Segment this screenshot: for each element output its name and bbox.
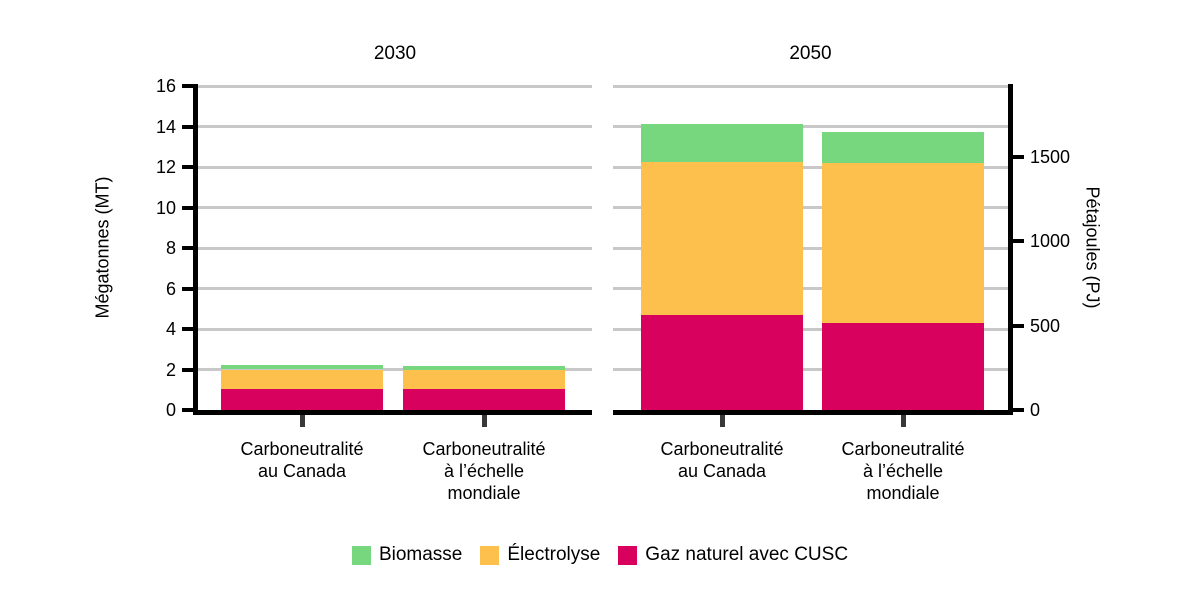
legend-item-biomasse: Biomasse — [351, 544, 463, 566]
y-tick-right — [1013, 323, 1024, 328]
category-label: Carboneutralité au Canada — [240, 439, 364, 481]
y-tick-label-left: 12 — [155, 157, 176, 177]
legend-swatch-electrolyse — [480, 545, 500, 565]
bar-segment-electrolyse — [641, 161, 803, 315]
category-label: Carboneutralité au Canada — [660, 439, 784, 481]
y-tick-label-left: 6 — [165, 278, 176, 299]
legend-item-electrolyse: Électrolyse — [480, 544, 600, 566]
x-tick — [299, 415, 305, 427]
gridline — [198, 287, 592, 290]
y-axis-line-left — [193, 84, 198, 415]
bar-segment-gaz-naturel-avec-cusc — [822, 322, 984, 410]
gridline — [198, 206, 592, 209]
y-tick-label-left: 16 — [155, 76, 176, 96]
category-label: Carboneutralité à l’échelle mondiale — [841, 439, 965, 503]
x-tick — [481, 415, 487, 427]
y-tick-left — [182, 286, 193, 291]
gridline — [613, 287, 1008, 290]
y-tick-label-left: 10 — [155, 197, 176, 218]
y-tick-label-left: 0 — [165, 400, 176, 420]
panel-title-2030: 2030 — [373, 43, 417, 64]
bar-segment-gaz-naturel-avec-cusc — [641, 314, 803, 410]
legend-label: Gaz naturel avec CUSC — [645, 544, 849, 565]
legend-swatch-gaz-naturel-avec-cusc — [618, 545, 638, 565]
x-tick — [719, 415, 725, 427]
y-tick-left — [182, 124, 193, 129]
gridline — [198, 125, 592, 128]
y-tick-right — [1013, 154, 1024, 159]
gridline — [613, 125, 1008, 128]
bar-segment-biomasse — [403, 366, 565, 370]
x-tick — [900, 415, 906, 427]
category-label: Carboneutralité à l’échelle mondiale — [422, 439, 546, 503]
y-axis-line-right — [1008, 84, 1013, 415]
legend: Biomasse Électrolyse Gaz naturel avec CUSC — [0, 544, 1200, 566]
gridline — [613, 165, 1008, 169]
bar-segment-electrolyse — [221, 369, 383, 389]
right-axis-title: Pétajoules (PJ) — [1082, 186, 1103, 309]
y-tick-right — [1013, 408, 1024, 412]
y-tick-left — [182, 84, 193, 88]
bar-segment-gaz-naturel-avec-cusc — [403, 388, 565, 410]
gridline — [198, 84, 592, 88]
gridline — [613, 246, 1008, 250]
legend-label: Électrolyse — [507, 544, 601, 565]
y-tick-label-right: 1500 — [1030, 146, 1071, 167]
gridline — [198, 368, 592, 371]
x-axis-line — [193, 410, 592, 415]
gridline — [613, 327, 1008, 331]
y-tick-label-right: 1000 — [1030, 231, 1071, 252]
bar-segment-electrolyse — [822, 162, 984, 323]
gridline — [198, 165, 592, 169]
y-tick-label-left: 2 — [165, 359, 176, 380]
gridline — [613, 206, 1008, 209]
y-tick-left — [182, 408, 193, 412]
left-axis-title: Mégatonnes (MT) — [92, 176, 113, 319]
y-tick-left — [182, 205, 193, 210]
bar-segment-biomasse — [822, 131, 984, 163]
y-tick-label-left: 4 — [165, 319, 176, 339]
y-tick-label-right: 500 — [1030, 315, 1061, 336]
y-tick-right — [1013, 239, 1024, 244]
panel-title-2050: 2050 — [789, 43, 832, 64]
y-tick-label-right: 0 — [1030, 400, 1041, 420]
x-axis-line — [613, 410, 1013, 415]
legend-label: Biomasse — [378, 544, 463, 565]
bar-segment-gaz-naturel-avec-cusc — [221, 388, 383, 410]
gridline — [613, 84, 1008, 88]
gridline — [198, 246, 592, 250]
legend-swatch-biomasse — [351, 545, 371, 565]
y-tick-left — [182, 165, 193, 169]
bar-segment-biomasse — [221, 365, 383, 370]
y-tick-left — [182, 367, 193, 372]
bar-segment-electrolyse — [403, 369, 565, 389]
y-tick-label-left: 14 — [155, 116, 176, 137]
legend-item-gaz-naturel-avec-cusc: Gaz naturel avec CUSC — [618, 544, 848, 566]
gridline — [613, 368, 1008, 371]
bar-segment-biomasse — [641, 124, 803, 162]
y-tick-left — [182, 246, 193, 250]
y-tick-label-left: 8 — [165, 238, 176, 258]
gridline — [198, 327, 592, 331]
y-tick-left — [182, 327, 193, 331]
